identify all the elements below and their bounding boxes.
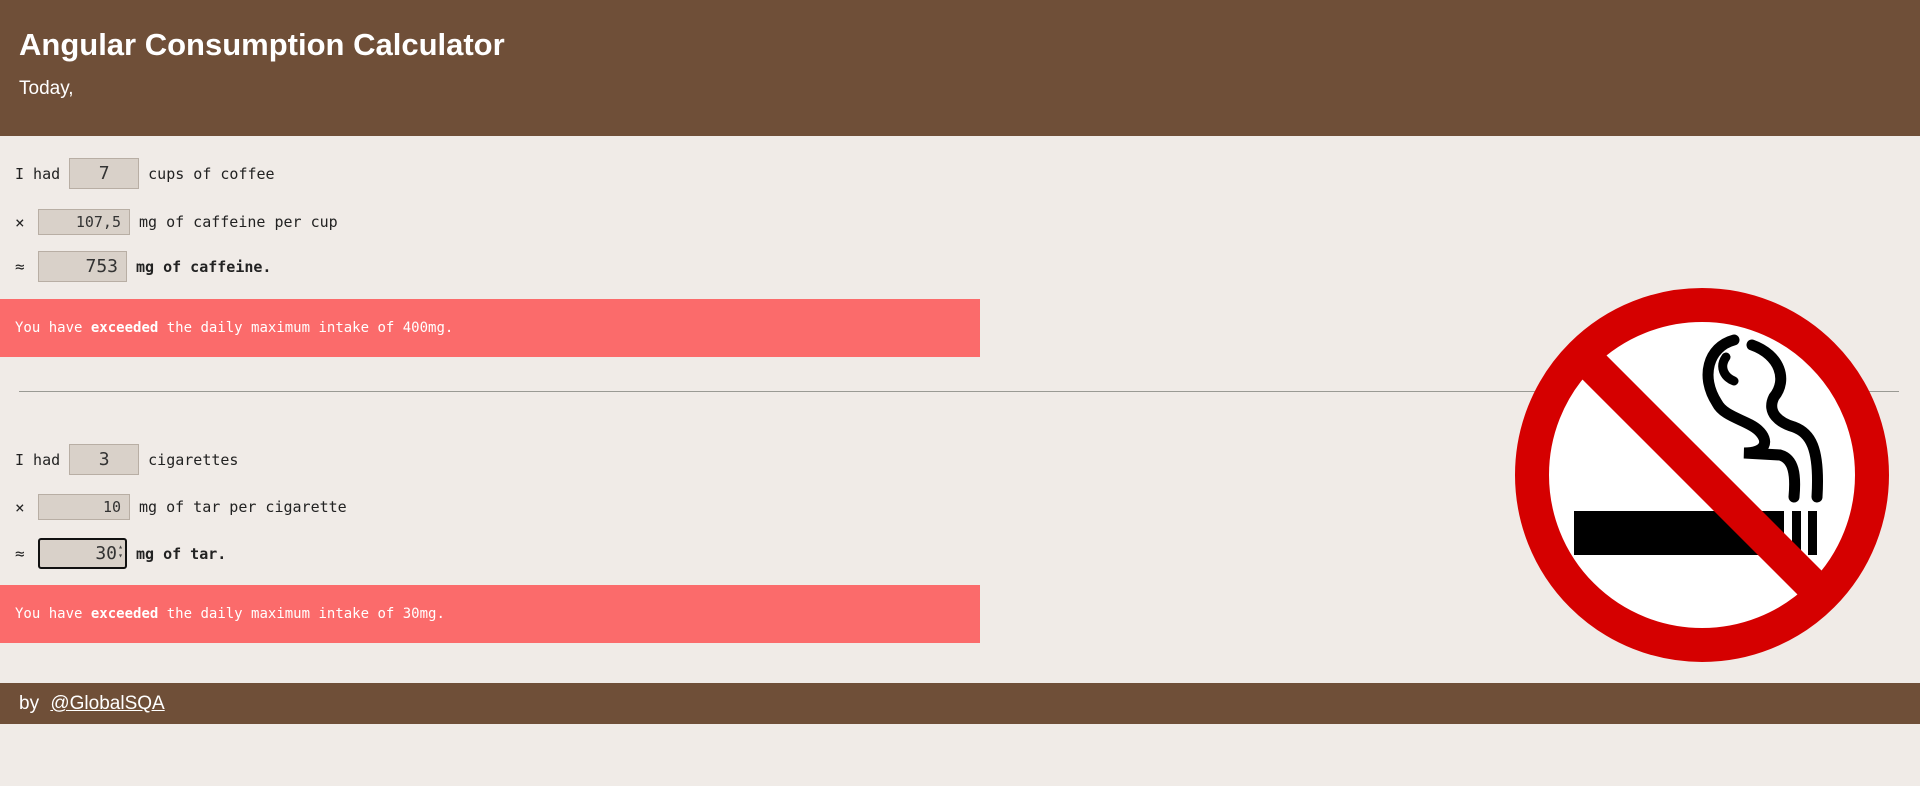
- tar-total-field: ▴▾: [29, 538, 136, 569]
- tobacco-prefix-label: I had: [15, 450, 61, 469]
- approx-icon: ≈: [15, 257, 25, 276]
- page-title: Angular Consumption Calculator: [19, 27, 505, 62]
- spinner-arrows-icon[interactable]: ▴ ▾: [118, 542, 123, 560]
- tar-total-label: mg of tar.: [136, 544, 227, 563]
- coffee-caffeine-row: × mg of caffeine per cup: [15, 209, 338, 235]
- no-smoking-icon: [1515, 288, 1889, 662]
- caffeine-per-cup-label: mg of caffeine per cup: [139, 213, 338, 231]
- tar-alert-prefix: You have: [15, 606, 83, 622]
- coffee-cups-row: I had cups of coffee: [15, 158, 275, 189]
- tar-alert-bold: exceeded: [90, 606, 159, 622]
- app-header: Angular Consumption Calculator Today,: [0, 0, 1920, 136]
- page-subtitle: Today,: [19, 78, 74, 99]
- cigarettes-label: cigarettes: [148, 450, 239, 469]
- tar-per-cigarette-input[interactable]: [38, 494, 130, 520]
- caffeine-total-label: mg of caffeine.: [136, 257, 272, 276]
- caffeine-total-input[interactable]: [38, 251, 127, 282]
- section-divider: [19, 391, 1899, 392]
- coffee-prefix-label: I had: [15, 164, 61, 183]
- coffee-cups-label: cups of coffee: [148, 164, 275, 183]
- caffeine-alert-prefix: You have: [15, 320, 83, 336]
- caffeine-alert-suffix: the daily maximum intake of 400mg.: [166, 320, 454, 336]
- tar-total-input[interactable]: [38, 538, 127, 569]
- tar-per-cigarette-row: × mg of tar per cigarette: [15, 494, 347, 520]
- coffee-cups-input[interactable]: [69, 158, 140, 189]
- globalsqa-link[interactable]: @GlobalSQA: [50, 693, 165, 714]
- approx-icon: ≈: [15, 544, 25, 563]
- tar-total-row: ≈ ▴▾ mg of tar.: [15, 538, 226, 569]
- caffeine-alert-bold: exceeded: [90, 320, 159, 336]
- tar-per-cigarette-label: mg of tar per cigarette: [139, 498, 347, 516]
- tar-alert: You have exceeded the daily maximum inta…: [0, 585, 980, 643]
- footer-by-label: by: [19, 693, 40, 714]
- caffeine-per-cup-input[interactable]: [38, 209, 130, 235]
- multiply-icon: ×: [15, 212, 25, 232]
- multiply-icon: ×: [15, 497, 25, 517]
- caffeine-alert: You have exceeded the daily maximum inta…: [0, 299, 980, 357]
- tar-alert-suffix: the daily maximum intake of 30mg.: [166, 606, 445, 622]
- cigarettes-input[interactable]: [69, 444, 140, 475]
- coffee-total-row: ≈ mg of caffeine.: [15, 251, 271, 282]
- cigarettes-row: I had cigarettes: [15, 444, 238, 475]
- app-footer: by @GlobalSQA: [0, 683, 1920, 724]
